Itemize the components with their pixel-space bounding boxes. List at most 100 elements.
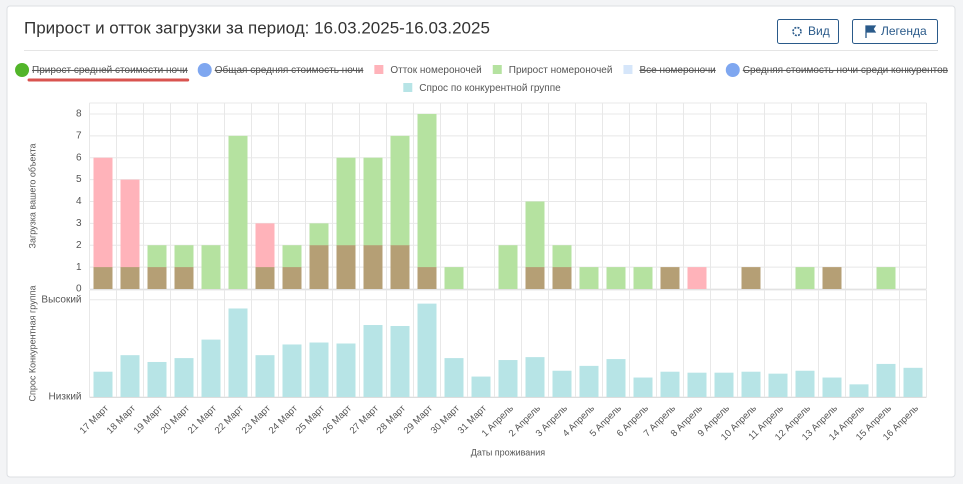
legend-label: Прирост номероночей xyxy=(509,65,613,76)
legend-marker xyxy=(725,63,740,77)
bar xyxy=(741,267,761,289)
bar xyxy=(606,359,626,397)
bar xyxy=(201,339,221,397)
bar xyxy=(120,267,140,289)
legend-item[interactable]: Все номероночи xyxy=(623,65,716,76)
legend-button[interactable]: Легенда xyxy=(852,19,938,44)
bar xyxy=(120,355,140,397)
bar xyxy=(822,377,842,397)
bar xyxy=(444,358,464,397)
view-button[interactable]: Вид xyxy=(777,19,839,44)
bar xyxy=(876,363,896,397)
legend-item[interactable]: Отток номероночей xyxy=(374,65,482,76)
bars xyxy=(93,303,923,397)
legend-item[interactable]: Прирост номероночей xyxy=(492,65,613,76)
legend-label: Средняя стоимость ночи среди конкурентов xyxy=(743,65,948,76)
bar xyxy=(498,245,518,289)
bar xyxy=(687,372,707,397)
bar xyxy=(282,245,302,289)
bar xyxy=(714,372,734,397)
bar xyxy=(552,370,572,397)
bar xyxy=(363,325,383,397)
y-tick-label: Низкий xyxy=(49,392,82,403)
bar xyxy=(228,308,248,397)
bar xyxy=(606,267,626,289)
legend-marker xyxy=(197,63,212,77)
y-tick-label: 1 xyxy=(76,262,82,273)
bar xyxy=(795,267,815,289)
legend-label: Прирост средней стоимости ночи xyxy=(32,65,188,76)
y-tick-label: 2 xyxy=(76,240,82,251)
legend-row: Прирост средней стоимости ночи Общая сред… xyxy=(15,63,948,82)
bar xyxy=(660,267,680,289)
bar xyxy=(147,361,167,397)
bar xyxy=(363,157,383,289)
bar xyxy=(174,358,194,397)
bar xyxy=(633,267,653,289)
legend-label: Отток номероночей xyxy=(390,65,481,76)
legend-marker xyxy=(403,83,413,92)
legend-label: Спрос по конкурентной группе xyxy=(419,83,561,94)
bar xyxy=(903,367,923,397)
bar xyxy=(93,157,113,289)
bar xyxy=(876,267,896,289)
bar xyxy=(309,342,329,397)
bar xyxy=(336,157,356,289)
bar xyxy=(552,245,572,289)
legend-item[interactable]: Средняя стоимость ночи среди конкурентов xyxy=(725,63,948,77)
y-tick-label: 5 xyxy=(76,174,82,185)
bar xyxy=(147,245,167,289)
legend-item[interactable]: Общая средняя стоимость ночи xyxy=(197,63,364,77)
bar xyxy=(417,113,437,289)
bar xyxy=(525,201,545,289)
legend-item[interactable]: Спрос по конкурентной группе xyxy=(403,83,561,94)
legend-item[interactable]: Прирост средней стоимости ночи xyxy=(15,63,188,77)
bar xyxy=(93,267,113,289)
title: Прирост и отток загрузки за период: 16.0… xyxy=(24,18,490,37)
bar xyxy=(849,384,869,397)
bar xyxy=(174,245,194,289)
bar xyxy=(390,325,410,397)
bar xyxy=(498,360,518,397)
bar xyxy=(228,135,248,289)
legend-marker xyxy=(623,65,633,74)
x-axis-title: Даты проживания xyxy=(471,447,546,457)
bar xyxy=(741,371,761,397)
bar xyxy=(282,344,302,397)
bars xyxy=(93,113,896,289)
legend-label: Общая средняя стоимость ночи xyxy=(215,64,364,76)
bar xyxy=(822,267,842,289)
bar xyxy=(444,267,464,289)
bar xyxy=(309,223,329,289)
bar xyxy=(768,373,788,397)
bar xyxy=(390,135,410,289)
y-axis-title: Спрос Конкурентная группа xyxy=(27,286,37,402)
y-tick-label: 7 xyxy=(76,130,82,141)
y-tick-label: Высокий xyxy=(41,294,81,305)
button-label: Легенда xyxy=(881,24,927,38)
legend-marker xyxy=(492,65,502,74)
bar xyxy=(201,245,221,289)
bar xyxy=(579,267,599,289)
bar xyxy=(336,343,356,397)
bar xyxy=(687,267,707,289)
legend-label: Все номероночи xyxy=(639,65,715,76)
y-tick-label: 3 xyxy=(76,218,82,229)
bar xyxy=(660,371,680,397)
y-tick-label: 0 xyxy=(76,284,82,295)
bar xyxy=(525,357,545,397)
y-tick-label: 4 xyxy=(76,196,82,207)
button-label: Вид xyxy=(808,24,830,38)
bar xyxy=(471,376,491,397)
y-axis-title: Загрузка вашего объекта xyxy=(27,144,37,249)
bar xyxy=(255,355,275,397)
bar xyxy=(795,370,815,397)
legend-marker xyxy=(374,65,384,74)
bar xyxy=(93,371,113,397)
bar xyxy=(255,267,275,289)
bar xyxy=(417,303,437,397)
legend-marker xyxy=(15,63,30,77)
bar xyxy=(633,377,653,397)
bar xyxy=(120,179,140,289)
